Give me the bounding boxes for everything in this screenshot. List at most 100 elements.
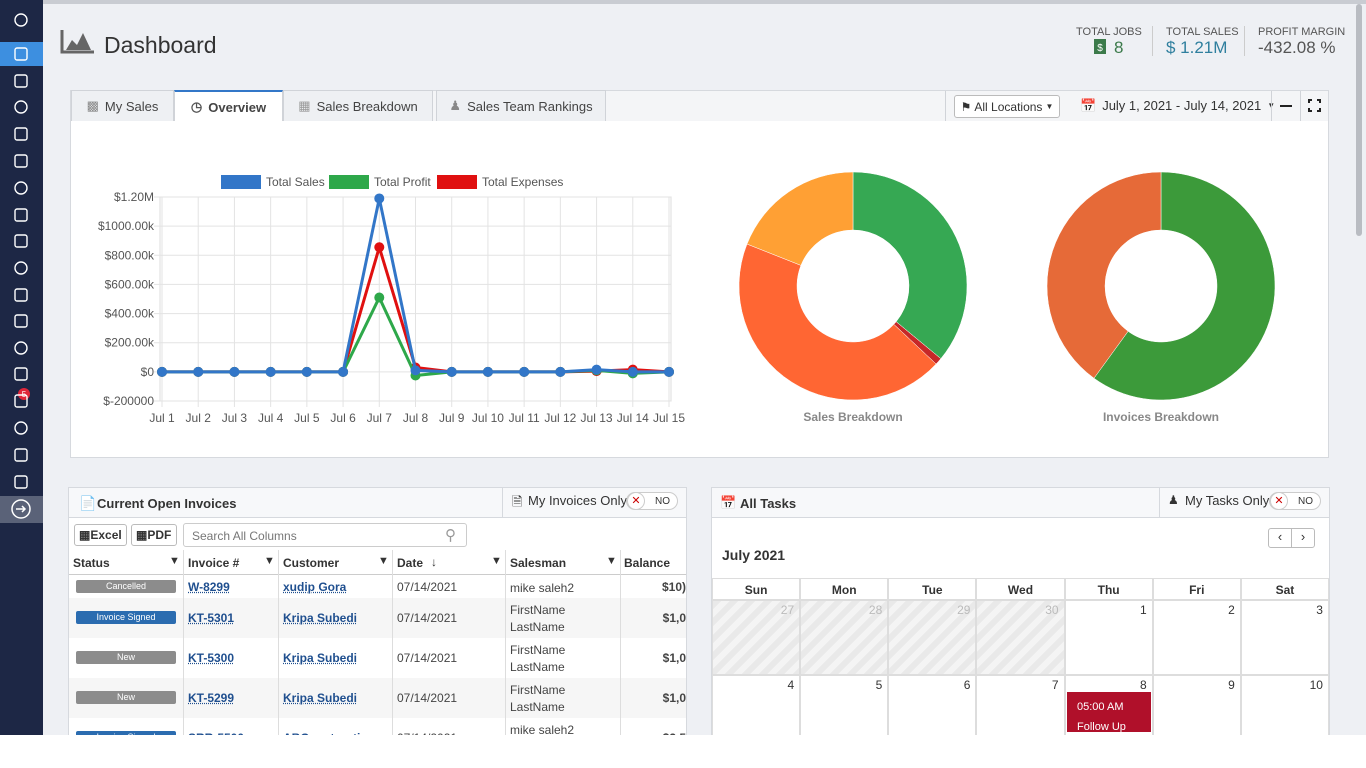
data-point xyxy=(447,367,457,377)
nav-icon[interactable] xyxy=(15,262,27,274)
tab[interactable]: ◷Overview xyxy=(174,90,283,122)
column-divider xyxy=(278,550,279,735)
user-icon: ♟ xyxy=(1168,493,1179,507)
data-point xyxy=(266,367,276,377)
column-divider xyxy=(392,550,393,735)
prev-button[interactable]: ‹ xyxy=(1268,528,1292,548)
sidebar-icons: 5 xyxy=(0,0,43,735)
x-tick-label: Jul 6 xyxy=(330,411,356,425)
nav-icon[interactable] xyxy=(15,14,27,26)
day-number: 8 xyxy=(1065,678,1147,692)
toggle[interactable]: ✕NO xyxy=(1269,492,1321,510)
nav-icon[interactable] xyxy=(15,289,27,301)
y-tick-label: $800.00k xyxy=(105,248,155,262)
data-point xyxy=(338,367,348,377)
day-number: 9 xyxy=(1153,678,1235,692)
column-header: Balance xyxy=(624,556,670,570)
nav-icon[interactable] xyxy=(15,182,27,194)
data-point xyxy=(592,365,602,375)
divider xyxy=(1159,488,1160,518)
weekday-header: Wed xyxy=(976,578,1064,600)
legend-label: Total Expenses xyxy=(482,175,563,189)
tab[interactable]: ▦Sales Breakdown xyxy=(283,90,433,122)
nav-icon[interactable] xyxy=(15,342,27,354)
nav-icon[interactable] xyxy=(15,315,27,327)
nav-icon[interactable] xyxy=(15,368,27,380)
pdf-button[interactable]: ▦PDF xyxy=(131,524,177,546)
table-cell: $1,0 xyxy=(624,691,686,705)
x-tick-label: Jul 1 xyxy=(149,411,175,425)
status-badge: New xyxy=(76,691,176,704)
table-cell: FirstName LastName xyxy=(510,682,590,716)
excel-button[interactable]: ▦Excel xyxy=(74,524,127,546)
y-tick-label: $600.00k xyxy=(105,277,155,291)
table-link: SRR-5500 xyxy=(188,730,278,735)
filter-icon: ▼ xyxy=(378,555,389,567)
nav-icon[interactable] xyxy=(15,101,27,113)
svg-text:$: $ xyxy=(1097,43,1103,54)
nav-icon[interactable] xyxy=(15,476,27,488)
legend-swatch xyxy=(221,175,261,189)
data-point xyxy=(374,193,384,203)
tab[interactable]: ▩My Sales xyxy=(71,90,174,122)
divider xyxy=(945,91,946,121)
y-tick-label: $0 xyxy=(141,365,155,379)
calendar-event[interactable]: 05:00 AMFollow Up xyxy=(1067,692,1151,732)
sidebar: 5 xyxy=(0,0,43,735)
x-tick-label: Jul 14 xyxy=(617,411,649,425)
weekday-header: Sun xyxy=(712,578,800,600)
expand-button[interactable] xyxy=(1308,99,1321,112)
column-divider xyxy=(183,550,184,735)
tab-label: Sales Breakdown xyxy=(317,99,418,114)
stat-label: TOTAL SALES xyxy=(1166,26,1239,38)
column-header: Date xyxy=(397,556,423,570)
data-point xyxy=(302,367,312,377)
tab-label: Overview xyxy=(208,100,266,115)
event-title: Follow Up xyxy=(1077,717,1141,735)
table-cell: FirstName LastName xyxy=(510,602,590,636)
stat-label: PROFIT MARGIN xyxy=(1258,26,1345,38)
column-divider xyxy=(620,550,621,735)
day-number: 5 xyxy=(800,678,882,692)
date-range[interactable]: 📅July 1, 2021 - July 14, 2021▼ xyxy=(1080,98,1275,114)
next-button[interactable]: › xyxy=(1291,528,1315,548)
tab[interactable]: ♟Sales Team Rankings xyxy=(436,90,606,122)
app: 5 Dashboard TOTAL JOBS $ 8 TOTAL SALES $… xyxy=(0,0,1366,735)
x-tick-label: Jul 8 xyxy=(403,411,429,425)
column-divider xyxy=(505,550,506,735)
table-cell: 07/14/2021 xyxy=(397,611,457,625)
column-header: Customer xyxy=(283,556,339,570)
day-number: 4 xyxy=(712,678,794,692)
toggle-label: My Tasks Only xyxy=(1185,493,1269,508)
column-header: Invoice # xyxy=(188,556,239,570)
x-tick-label: Jul 2 xyxy=(186,411,212,425)
calendar-month: July 2021 xyxy=(722,547,785,563)
nav-icon[interactable] xyxy=(15,75,27,87)
day-number: 1 xyxy=(1065,603,1147,617)
nav-icon[interactable] xyxy=(15,235,27,247)
divider xyxy=(1244,26,1245,56)
data-point xyxy=(664,367,674,377)
search-input[interactable]: Search All Columns⚲ xyxy=(183,523,467,547)
location-label: All Locations xyxy=(974,100,1042,114)
nav-icon[interactable] xyxy=(15,422,27,434)
y-tick-label: $1000.00k xyxy=(98,219,155,233)
x-tick-label: Jul 11 xyxy=(509,411,540,425)
legend-label: Total Profit xyxy=(374,175,431,189)
data-point xyxy=(628,367,638,377)
data-point xyxy=(374,293,384,303)
location-dropdown[interactable]: ⚑All Locations▼ xyxy=(954,95,1060,118)
x-tick-label: Jul 9 xyxy=(439,411,465,425)
minimize-button[interactable] xyxy=(1280,105,1292,107)
calendar-icon: 📅 xyxy=(720,495,736,511)
nav-icon[interactable] xyxy=(15,209,27,221)
status-badge: Invoice Signed xyxy=(76,731,176,735)
stat-value: -432.08 % xyxy=(1258,38,1336,58)
nav-icon[interactable] xyxy=(15,128,27,140)
nav-icon[interactable] xyxy=(15,155,27,167)
toggle-state: NO xyxy=(1298,496,1313,507)
nav-icon[interactable] xyxy=(15,449,27,461)
weekday-header: Mon xyxy=(800,578,888,600)
toggle[interactable]: ✕NO xyxy=(626,492,678,510)
weekday-header: Thu xyxy=(1065,578,1153,600)
